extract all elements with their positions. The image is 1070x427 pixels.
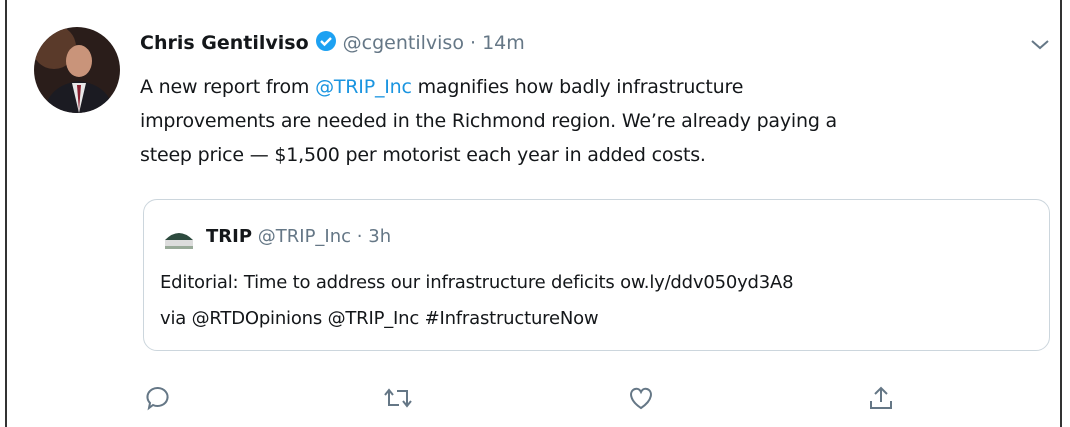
tweet-header: Chris Gentilviso @cgentilviso · 14m — [140, 30, 525, 54]
like-button[interactable] — [627, 385, 655, 411]
author-handle[interactable]: @cgentilviso — [343, 32, 464, 54]
text-line: A new report from @TRIP_Inc magnifies ho… — [140, 70, 837, 104]
text-span: improvements are needed in the Richmond … — [140, 110, 837, 132]
text-span: steep price — $1,500 per motorist each y… — [140, 144, 706, 166]
text-span: A new report from — [140, 76, 315, 98]
avatar[interactable] — [34, 27, 120, 113]
quoted-text-line: Editorial: Time to address our infrastru… — [160, 265, 793, 301]
reply-button[interactable] — [145, 385, 171, 411]
quoted-handle: @TRIP_Inc — [258, 226, 351, 247]
quoted-name: TRIP — [206, 226, 252, 247]
retweet-button[interactable] — [383, 385, 413, 411]
more-menu[interactable] — [1028, 36, 1052, 54]
text-span: magnifies how badly infrastructure — [412, 76, 743, 98]
quoted-text-line: via @RTDOpinions @TRIP_Inc #Infrastructu… — [160, 301, 793, 337]
share-button[interactable] — [868, 385, 894, 411]
text-line: steep price — $1,500 per motorist each y… — [140, 138, 837, 172]
quoted-body: Editorial: Time to address our infrastru… — [160, 265, 793, 337]
separator: · — [357, 226, 363, 247]
mention-link[interactable]: @TRIP_Inc — [315, 76, 412, 98]
tweet-body: A new report from @TRIP_Inc magnifies ho… — [140, 70, 837, 172]
timestamp[interactable]: 14m — [482, 32, 525, 54]
page: Chris Gentilviso @cgentilviso · 14m A new… — [0, 0, 1070, 427]
verified-badge — [315, 30, 337, 52]
quoted-avatar — [162, 226, 196, 252]
text-line: improvements are needed in the Richmond … — [140, 104, 837, 138]
separator: · — [470, 32, 476, 54]
quoted-time: 3h — [368, 226, 391, 247]
author-name[interactable]: Chris Gentilviso — [140, 32, 309, 54]
quoted-header: TRIP @TRIP_Inc · 3h — [206, 226, 391, 247]
quoted-tweet[interactable]: TRIP @TRIP_Inc · 3h Editorial: Time to a… — [143, 199, 1050, 351]
